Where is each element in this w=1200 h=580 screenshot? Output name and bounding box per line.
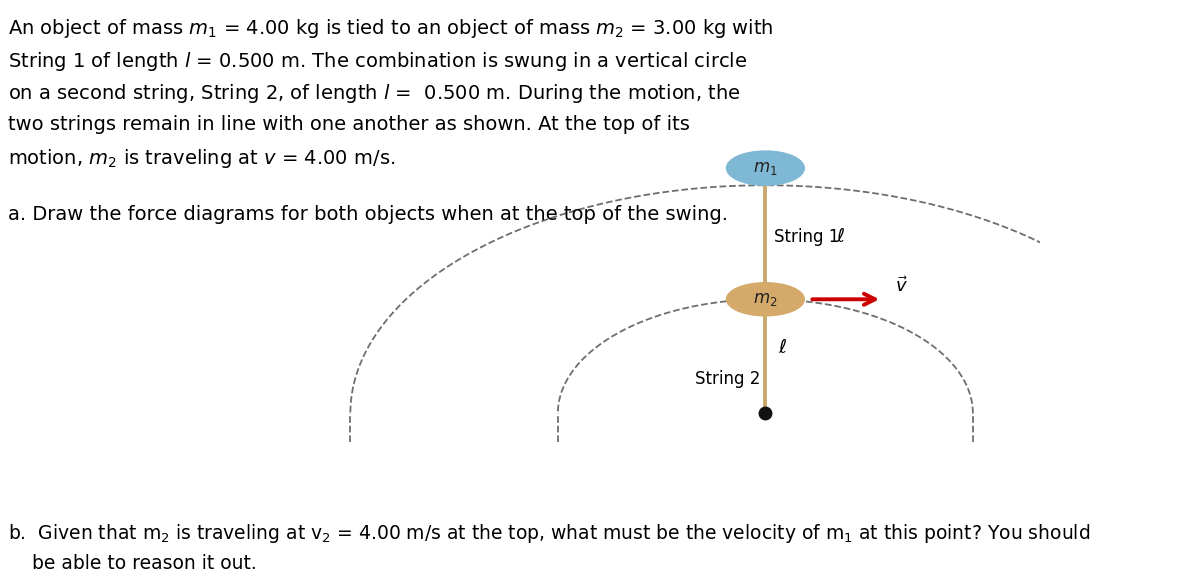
Text: $m_2$: $m_2$ [754, 290, 778, 309]
Text: $\ell$: $\ell$ [836, 227, 845, 246]
Text: $m_1$: $m_1$ [754, 159, 778, 177]
Text: String 1: String 1 [774, 227, 839, 245]
Text: String 1 of length $l$ = 0.500 m. The combination is swung in a vertical circle: String 1 of length $l$ = 0.500 m. The co… [8, 49, 748, 72]
Text: two strings remain in line with one another as shown. At the top of its: two strings remain in line with one anot… [8, 114, 690, 133]
Text: String 2: String 2 [695, 370, 760, 388]
Text: be able to reason it out.: be able to reason it out. [8, 554, 257, 573]
Text: a. Draw the force diagrams for both objects when at the top of the swing.: a. Draw the force diagrams for both obje… [8, 205, 728, 224]
Text: $\ell$: $\ell$ [778, 338, 787, 357]
Text: An object of mass $m_1$ = 4.00 kg is tied to an object of mass $m_2$ = 3.00 kg w: An object of mass $m_1$ = 4.00 kg is tie… [8, 17, 774, 40]
Text: $\vec{v}$: $\vec{v}$ [894, 277, 907, 296]
Ellipse shape [726, 151, 804, 185]
Ellipse shape [726, 282, 804, 316]
Text: motion, $m_2$ is traveling at $v$ = 4.00 m/s.: motion, $m_2$ is traveling at $v$ = 4.00… [8, 147, 395, 170]
Text: on a second string, String 2, of length $l$ =  0.500 m. During the motion, the: on a second string, String 2, of length … [8, 82, 740, 105]
Text: b.  Given that m$_2$ is traveling at v$_2$ = 4.00 m/s at the top, what must be t: b. Given that m$_2$ is traveling at v$_2… [8, 521, 1091, 545]
